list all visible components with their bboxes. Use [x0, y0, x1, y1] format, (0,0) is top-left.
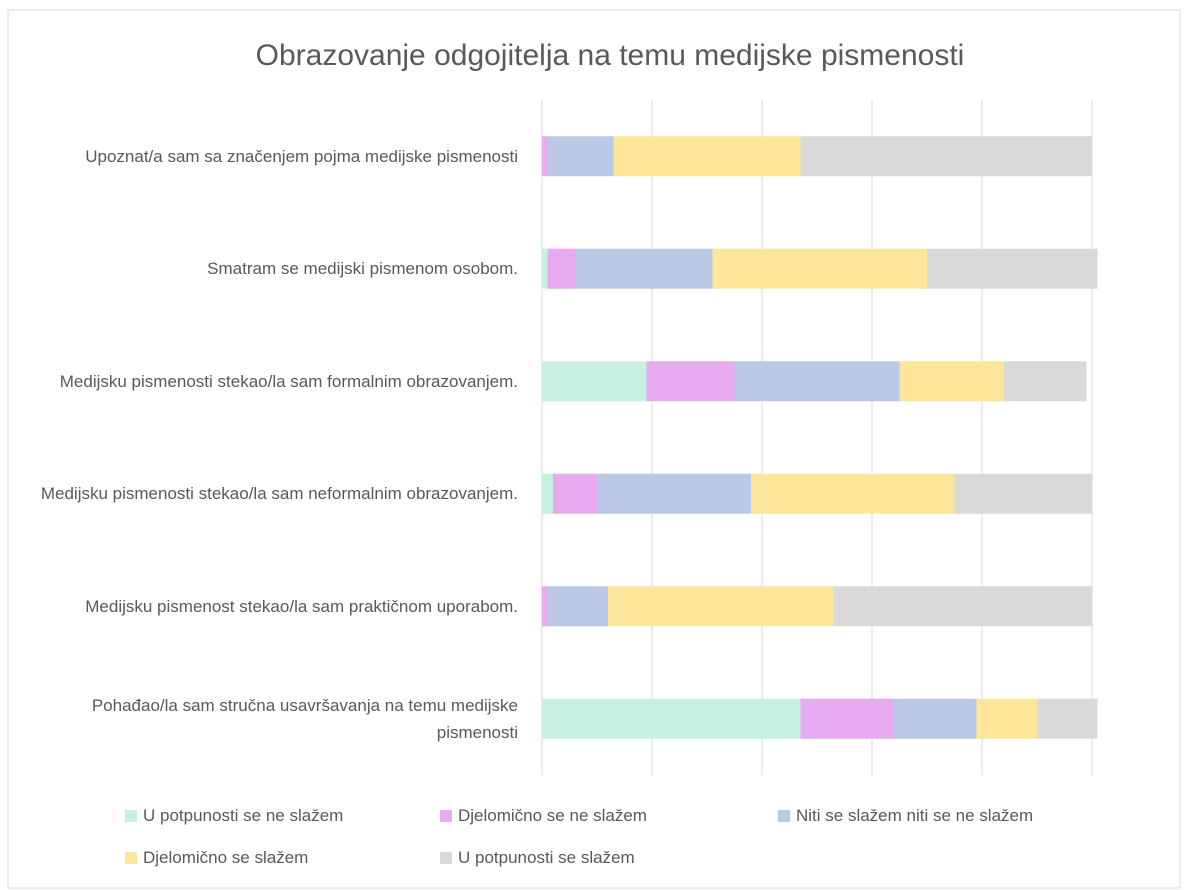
bar-segment: [542, 248, 548, 289]
legend-swatch: [125, 810, 137, 822]
category-label: Smatram se medijski pismenom osobom.: [207, 259, 518, 279]
bar-segment: [542, 136, 548, 177]
bar-segment: [734, 361, 900, 402]
bar-segment: [542, 473, 553, 514]
legend-label: Djelomično se slažem: [143, 848, 309, 867]
bar-segment: [542, 586, 548, 627]
bar-segment: [542, 361, 647, 402]
bar-segment: [1037, 698, 1098, 739]
bar-segment: [894, 698, 977, 739]
legend-item: Djelomično se ne slažem: [440, 806, 647, 826]
category-label: Medijsku pismenosti stekao/la sam formal…: [59, 371, 518, 391]
category-label: Pohađao/la sam stručna usavršavanja na t…: [91, 695, 518, 742]
bar-segment: [954, 473, 1092, 514]
legend-item: U potpunosti se ne slažem: [125, 806, 343, 826]
legend-item: Djelomično se slažem: [125, 848, 308, 868]
legend-swatch: [440, 810, 452, 822]
bar-segment: [547, 586, 608, 627]
bar-segment: [800, 698, 894, 739]
legend-label: U potpunosti se slažem: [458, 848, 635, 867]
legend-swatch: [440, 852, 452, 864]
bar-segment: [800, 136, 1092, 177]
legend-label: Niti se slažem niti se ne slažem: [796, 806, 1034, 825]
bar-segment: [927, 248, 1098, 289]
bar-segment: [976, 698, 1037, 739]
bar-segment: [597, 473, 751, 514]
bar-segment: [553, 473, 597, 514]
legend-label: Djelomično se ne slažem: [458, 806, 647, 825]
legend-swatch: [125, 852, 137, 864]
bar-segment: [575, 248, 713, 289]
bar-segment: [646, 361, 735, 402]
legend-label: U potpunosti se ne slažem: [143, 806, 344, 825]
bar-segment: [547, 248, 575, 289]
bar-segment: [833, 586, 1092, 627]
legend-swatch: [778, 810, 790, 822]
bar-segment: [712, 248, 927, 289]
category-label: Upoznat/a sam sa značenjem pojma medijsk…: [85, 146, 518, 166]
bar-segment: [608, 586, 834, 627]
legend-item: U potpunosti se slažem: [440, 848, 635, 868]
category-label: Medijsku pismenost stekao/la sam praktič…: [85, 596, 518, 616]
bar-segment: [547, 136, 614, 177]
bar-segment: [542, 698, 801, 739]
legend-item: Niti se slažem niti se ne slažem: [778, 806, 1033, 826]
bar-segment: [899, 361, 1004, 402]
category-label: Medijsku pismenosti stekao/la sam neform…: [40, 484, 518, 504]
bar-segment: [751, 473, 955, 514]
chart-title: Obrazovanje odgojitelja na temu medijske…: [256, 39, 965, 72]
bar-segment: [1004, 361, 1087, 402]
bar-segment: [613, 136, 801, 177]
